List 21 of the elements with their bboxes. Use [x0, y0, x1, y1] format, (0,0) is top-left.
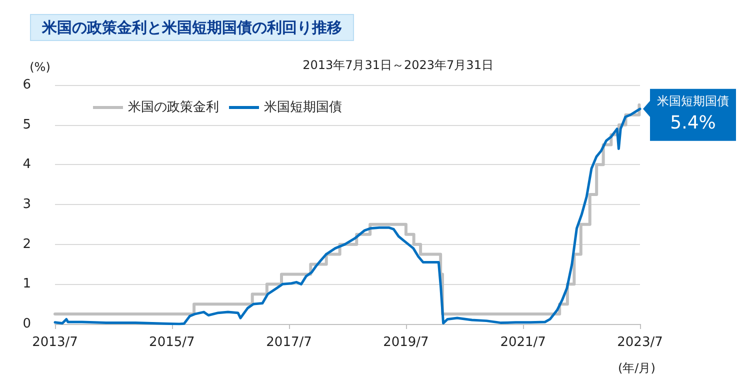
x-tick-label: 2017/7 [266, 335, 312, 350]
x-tick-label: 2023/7 [617, 335, 663, 350]
y-axis-title: (%) [30, 60, 50, 74]
x-tick-label: 2021/7 [500, 335, 546, 350]
x-axis-title: (年/月) [618, 361, 656, 375]
y-tick-label: 2 [22, 236, 31, 252]
x-tick-label: 2015/7 [149, 335, 195, 350]
y-tick-label: 6 [22, 78, 31, 92]
y-tick-label: 3 [22, 197, 31, 212]
annotation: 米国短期国債 [657, 94, 729, 108]
x-tick-label: 2019/7 [383, 335, 429, 350]
chart-title: 米国の政策金利と米国短期国債の利回り推移 [41, 18, 342, 36]
y-tick-label: 5 [22, 117, 31, 132]
x-tick-label: 2013/7 [32, 335, 78, 350]
legend-label: 米国短期国債 [264, 100, 342, 115]
y-tick-label: 0 [22, 316, 31, 332]
y-tick-label: 4 [22, 157, 31, 172]
y-tick-label: 1 [22, 276, 31, 292]
chart-subtitle: 2013年7月31日～2023年7月31日 [302, 58, 494, 72]
annotation: 5.4% [670, 112, 716, 134]
legend-label: 米国の政策金利 [128, 100, 219, 115]
